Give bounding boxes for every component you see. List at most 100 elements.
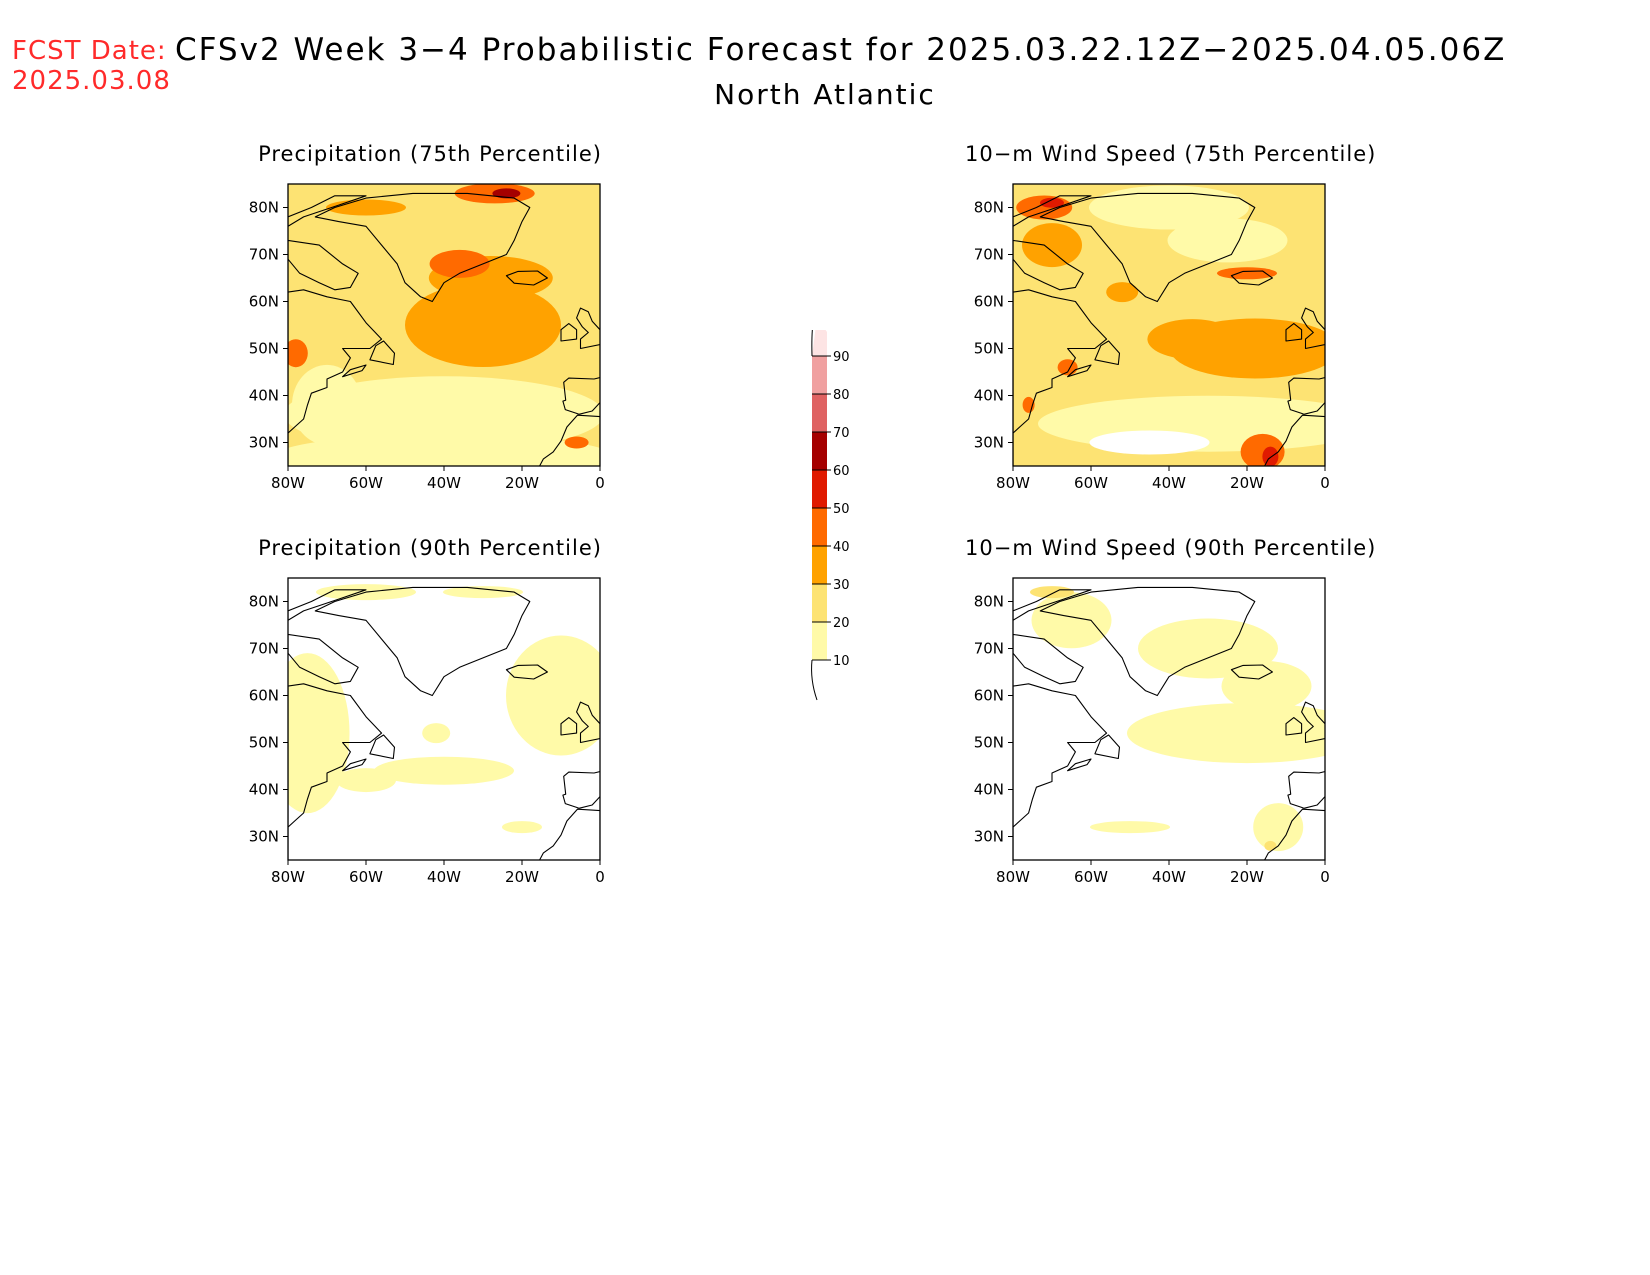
landmass	[314, 192, 531, 303]
landmass	[1067, 364, 1092, 378]
lat-label: 50N	[974, 734, 1004, 752]
lon-label: 40W	[427, 474, 461, 492]
landmass	[1287, 771, 1325, 809]
fcst-date-label: FCST Date:	[12, 36, 167, 66]
lat-label: 30N	[974, 828, 1004, 846]
landmass	[288, 589, 367, 621]
colorbar-swatch	[812, 318, 827, 356]
lat-label: 60N	[249, 293, 279, 311]
colorbar-label: 90	[833, 350, 850, 365]
colorbar-label: 20	[833, 616, 850, 631]
landmass	[288, 633, 359, 685]
shaded-area	[326, 199, 406, 216]
panel-title: Precipitation (90th Percentile)	[258, 536, 602, 560]
landmass	[1013, 633, 1084, 685]
lat-label: 50N	[249, 734, 279, 752]
landmass	[342, 758, 367, 772]
lon-label: 0	[1320, 474, 1330, 492]
lat-label: 30N	[249, 828, 279, 846]
shaded-area	[288, 434, 600, 466]
lat-label: 70N	[249, 640, 279, 658]
landmass	[288, 289, 383, 466]
shaded-area	[288, 339, 308, 368]
shaded-area	[429, 249, 490, 278]
landmass	[288, 239, 359, 291]
colorbar-swatch	[812, 508, 827, 546]
shaded-area	[1040, 197, 1064, 208]
landmass	[576, 701, 600, 744]
lat-label: 40N	[249, 781, 279, 799]
shaded-area	[443, 586, 523, 599]
map-svg: 80N 70N 60N 50N 40N 30N 80W 60W 40W 20W 0	[974, 183, 1330, 492]
landmass	[1039, 192, 1256, 303]
shaded-area	[1057, 359, 1078, 376]
lon-label: 0	[595, 868, 605, 886]
landmass	[288, 195, 367, 227]
landmass	[505, 664, 548, 680]
landmass	[1285, 323, 1303, 342]
colorbar-swatch	[812, 622, 827, 660]
lon-label: 40W	[1152, 868, 1186, 886]
lat-label: 60N	[974, 687, 1004, 705]
region-title: North Atlantic	[714, 78, 936, 111]
landmass	[562, 771, 600, 809]
lon-label: 20W	[505, 474, 539, 492]
lat-label: 70N	[974, 640, 1004, 658]
shaded-area	[1022, 223, 1082, 268]
map-svg: 80N 70N 60N 50N 40N 30N 80W 60W 40W 20W 0	[249, 577, 605, 886]
colorbar-label: 60	[833, 464, 850, 479]
landmass	[1067, 758, 1092, 772]
lon-label: 20W	[505, 868, 539, 886]
lon-label: 60W	[349, 474, 383, 492]
landmass	[539, 414, 600, 466]
shaded-area	[1221, 661, 1312, 712]
probability-field	[1013, 184, 1325, 466]
landmass	[314, 586, 531, 697]
shaded-area	[1089, 185, 1249, 230]
landmass	[1013, 589, 1092, 621]
landmass	[369, 340, 396, 366]
landmass	[562, 377, 600, 415]
landmass	[1094, 340, 1121, 366]
colorbar-swatch	[812, 394, 827, 432]
shaded-area	[1262, 446, 1279, 466]
lon-label: 80W	[271, 868, 305, 886]
shaded-area	[564, 436, 589, 449]
shaded-area	[1106, 282, 1139, 303]
lat-label: 50N	[974, 340, 1004, 358]
panel-title: Precipitation (75th Percentile)	[258, 142, 602, 166]
map-svg: 80N 70N 60N 50N 40N 30N 80W 60W 40W 20W 0	[974, 577, 1330, 886]
map-svg: 80N 70N 60N 50N 40N 30N 80W 60W 40W 20W 0	[249, 183, 605, 492]
lat-label: 40N	[974, 387, 1004, 405]
probability-field	[1013, 578, 1325, 860]
lat-label: 30N	[249, 434, 279, 452]
colorbar-swatch	[812, 546, 827, 584]
lat-label: 80N	[249, 199, 279, 217]
shaded-area	[288, 376, 600, 453]
landmass	[1013, 289, 1108, 466]
colorbar-swatch	[812, 432, 827, 470]
coastlines	[288, 586, 600, 860]
panel-precip-75: Precipitation (75th Percentile) 80N 70N 60…	[240, 142, 620, 502]
colorbar-swatch	[812, 470, 827, 508]
landmass	[1301, 307, 1325, 350]
colorbar-svg: 10 20 30 40 50 60 70 80 90	[811, 307, 850, 701]
shaded-area	[1147, 319, 1238, 360]
coastlines	[1013, 192, 1325, 466]
lat-label: 60N	[249, 687, 279, 705]
lon-label: 80W	[996, 474, 1030, 492]
lat-label: 40N	[249, 387, 279, 405]
landmass	[1230, 270, 1273, 286]
lat-label: 70N	[249, 246, 279, 264]
landmass	[1287, 377, 1325, 415]
colorbar-label: 10	[833, 654, 850, 669]
lon-label: 20W	[1230, 868, 1264, 886]
landmass	[1264, 808, 1325, 860]
lon-label: 0	[1320, 868, 1330, 886]
landmass	[1013, 195, 1092, 227]
shaded-area	[292, 364, 362, 445]
coastlines	[288, 192, 600, 466]
landmass	[1230, 664, 1273, 680]
landmass	[539, 808, 600, 860]
lat-label: 30N	[974, 434, 1004, 452]
